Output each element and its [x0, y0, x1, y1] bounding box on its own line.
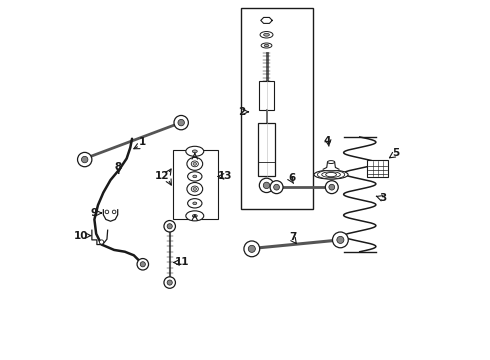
Circle shape: [140, 262, 146, 267]
Circle shape: [174, 116, 188, 130]
Circle shape: [178, 120, 184, 126]
Ellipse shape: [326, 172, 337, 177]
Ellipse shape: [193, 175, 197, 178]
Text: 11: 11: [175, 257, 190, 267]
Ellipse shape: [193, 162, 196, 165]
Circle shape: [105, 210, 109, 214]
Text: 12: 12: [155, 171, 170, 181]
Circle shape: [259, 178, 274, 193]
FancyBboxPatch shape: [367, 160, 388, 177]
Circle shape: [273, 184, 279, 190]
Text: 7: 7: [290, 232, 297, 242]
Ellipse shape: [188, 199, 202, 208]
Circle shape: [167, 280, 172, 285]
Circle shape: [167, 224, 172, 229]
Ellipse shape: [322, 172, 341, 177]
Ellipse shape: [187, 157, 203, 170]
Circle shape: [137, 258, 148, 270]
Circle shape: [112, 210, 116, 214]
Text: 9: 9: [91, 208, 98, 218]
Circle shape: [248, 245, 255, 252]
Ellipse shape: [193, 188, 196, 190]
Bar: [259, 81, 274, 110]
Ellipse shape: [186, 211, 204, 221]
Polygon shape: [103, 210, 118, 221]
Circle shape: [329, 184, 335, 190]
Text: 8: 8: [114, 162, 122, 172]
Polygon shape: [92, 230, 108, 244]
Ellipse shape: [318, 170, 344, 179]
Bar: [258, 123, 275, 176]
Text: 13: 13: [218, 171, 233, 181]
Ellipse shape: [193, 150, 197, 153]
Bar: [173, 149, 218, 220]
Ellipse shape: [186, 146, 204, 156]
Ellipse shape: [188, 172, 202, 181]
Ellipse shape: [187, 183, 203, 195]
Circle shape: [325, 181, 338, 194]
Circle shape: [164, 221, 175, 232]
Circle shape: [337, 236, 344, 243]
Text: 3: 3: [379, 193, 387, 203]
Text: 4: 4: [324, 136, 331, 145]
Ellipse shape: [193, 215, 197, 217]
Ellipse shape: [193, 202, 197, 204]
Text: 10: 10: [74, 231, 88, 240]
Circle shape: [263, 182, 270, 189]
Ellipse shape: [264, 33, 270, 36]
Ellipse shape: [314, 170, 348, 179]
Text: 2: 2: [238, 107, 245, 117]
Text: 6: 6: [288, 173, 295, 183]
Ellipse shape: [261, 43, 272, 48]
Polygon shape: [261, 17, 272, 23]
Ellipse shape: [264, 44, 269, 46]
Ellipse shape: [327, 161, 335, 163]
Ellipse shape: [191, 161, 198, 167]
Ellipse shape: [191, 186, 198, 192]
Circle shape: [77, 152, 92, 167]
Circle shape: [270, 181, 283, 194]
Circle shape: [333, 232, 348, 248]
Polygon shape: [323, 162, 339, 169]
Circle shape: [244, 241, 260, 257]
Text: 5: 5: [392, 148, 399, 158]
Ellipse shape: [260, 32, 273, 38]
Circle shape: [164, 277, 175, 288]
Circle shape: [81, 156, 88, 163]
Circle shape: [99, 240, 104, 244]
Bar: [242, 8, 313, 209]
Text: 1: 1: [139, 138, 147, 147]
